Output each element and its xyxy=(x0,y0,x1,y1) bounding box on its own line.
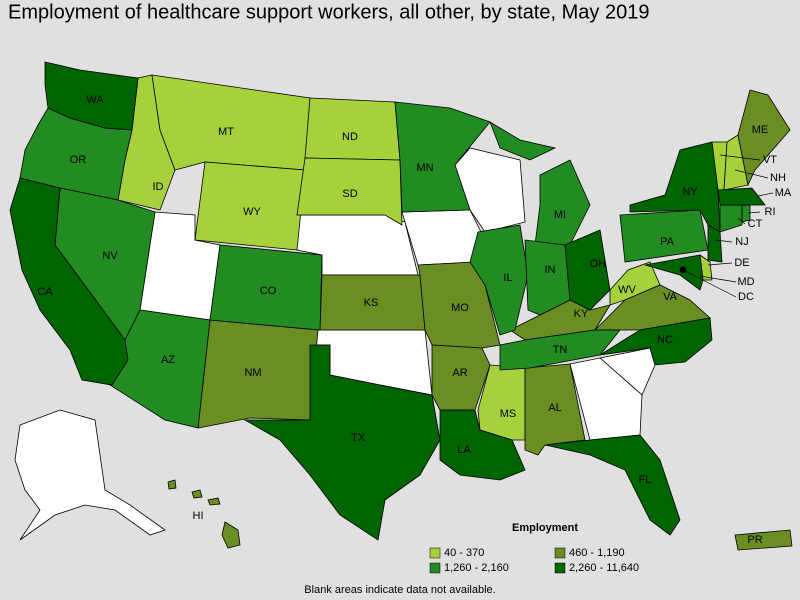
state-label: NC xyxy=(657,334,673,346)
state xyxy=(564,229,611,311)
state xyxy=(296,157,403,226)
state-label: MI xyxy=(554,209,566,221)
legend-swatch xyxy=(554,562,566,574)
leader-line xyxy=(734,169,769,179)
state-label: IL xyxy=(503,272,512,284)
state-label: SD xyxy=(342,188,357,200)
state-label: FL xyxy=(639,474,652,486)
state xyxy=(629,141,721,233)
state-label: NY xyxy=(682,186,698,198)
state-label: OR xyxy=(70,154,87,166)
footnote: Blank areas indicate data not available. xyxy=(304,584,495,596)
state xyxy=(734,529,793,551)
state xyxy=(439,409,526,481)
state-label: AZ xyxy=(161,354,175,366)
leader-line xyxy=(757,192,774,197)
state xyxy=(599,317,713,366)
leader-line xyxy=(747,211,761,214)
state-label: DC xyxy=(738,291,754,303)
state-label: NH xyxy=(770,172,786,184)
state-label: WV xyxy=(618,284,636,296)
state-label: VT xyxy=(763,154,777,166)
state xyxy=(707,224,723,263)
state xyxy=(717,187,766,206)
state-label: CT xyxy=(748,218,763,230)
state-label: PR xyxy=(747,534,762,546)
state xyxy=(394,101,491,213)
legend-title: Employment xyxy=(512,522,578,534)
state xyxy=(499,329,621,371)
state-label: MS xyxy=(500,408,517,420)
state xyxy=(167,479,241,549)
state-label: NJ xyxy=(735,236,748,248)
leader-line xyxy=(699,275,737,283)
state-label: CO xyxy=(260,285,277,297)
state-label: MD xyxy=(737,276,754,288)
leader-line xyxy=(715,239,733,243)
state-label: HI xyxy=(193,510,204,522)
state-label: VA xyxy=(663,291,678,303)
state-label: TN xyxy=(553,344,568,356)
state xyxy=(209,244,323,331)
blank-states xyxy=(14,147,656,541)
state-blank xyxy=(569,357,643,441)
leader-line xyxy=(719,154,761,161)
legend-swatch xyxy=(429,547,441,559)
states: ID MT WY ND SD MS WV VT NH DE ME KS MO AR NM AL KY VA HI PR… xyxy=(9,61,793,551)
state-blank xyxy=(14,409,166,541)
legend-swatch xyxy=(429,562,441,574)
state-label: OH xyxy=(590,258,607,270)
state-label: MT xyxy=(218,126,234,138)
state-label: NV xyxy=(102,250,118,262)
state-label: MA xyxy=(775,187,792,199)
state-label: IN xyxy=(545,264,556,276)
state-label: KS xyxy=(364,297,379,309)
state-label: TX xyxy=(351,432,366,444)
state-label: LA xyxy=(457,444,471,456)
legend-label: 40 - 370 xyxy=(444,547,484,559)
state-label: WA xyxy=(86,94,104,106)
legend-label: 460 - 1,190 xyxy=(569,547,625,559)
state-label: NM xyxy=(244,367,261,379)
state-label: KY xyxy=(574,308,589,320)
leader-line xyxy=(682,269,737,298)
leader-line xyxy=(707,262,733,266)
state xyxy=(9,177,129,386)
state-label: ME xyxy=(752,124,769,136)
state-label: ND xyxy=(342,131,358,143)
state-label: MO xyxy=(451,302,469,314)
state xyxy=(304,97,401,161)
state xyxy=(44,61,139,131)
legend: Employment 40 - 370 460 - 1,190 1,260 - 2,… xyxy=(429,522,639,574)
state xyxy=(469,224,529,336)
map-title: Employment of healthcare support workers… xyxy=(8,1,649,23)
state-label: CA xyxy=(37,286,53,298)
state xyxy=(544,434,681,536)
state-label: AR xyxy=(452,367,467,379)
legend-swatch xyxy=(554,547,566,559)
state-label: AL xyxy=(548,402,561,414)
legend-label: 2,260 - 11,640 xyxy=(569,562,639,574)
state-label: PA xyxy=(660,236,675,248)
state xyxy=(243,344,441,541)
state xyxy=(644,254,704,291)
state-label: WY xyxy=(243,206,261,218)
state xyxy=(737,89,791,187)
legend-label: 1,260 - 2,160 xyxy=(444,562,509,574)
state-label: ID xyxy=(153,181,164,193)
state-label: MN xyxy=(416,162,433,174)
state-label: RI xyxy=(765,206,776,218)
state xyxy=(524,239,571,316)
state-label: DE xyxy=(734,257,749,269)
leader-line xyxy=(737,217,746,225)
state xyxy=(194,161,306,251)
